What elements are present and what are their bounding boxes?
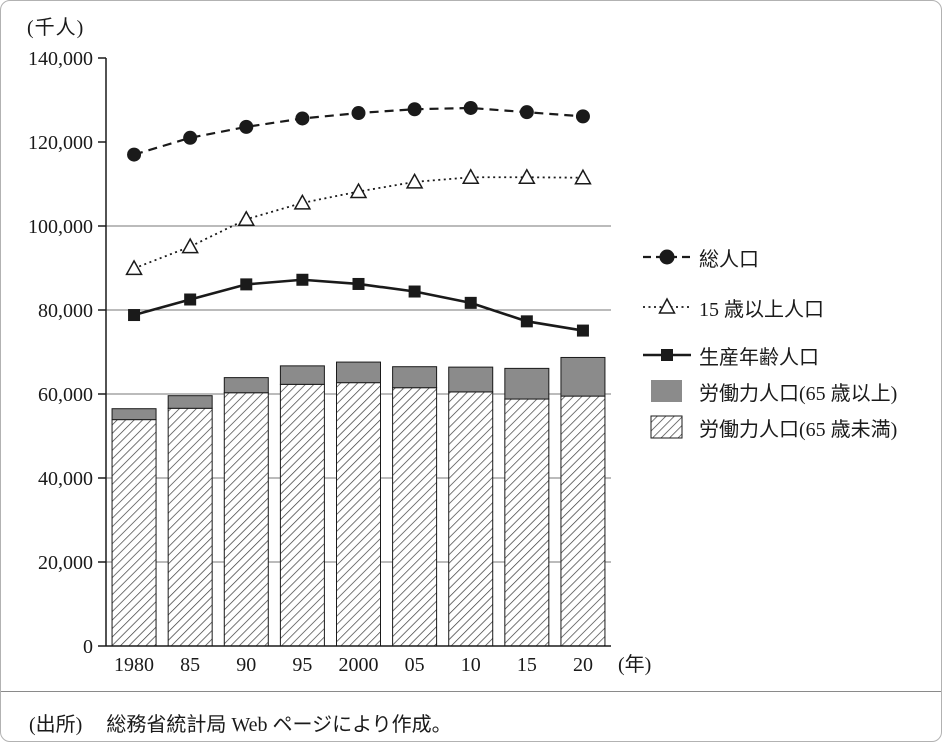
marker-filled-circle (519, 105, 534, 120)
source-text: 総務省統計局 Web ページにより作成。 (106, 714, 452, 736)
gray-bar-swatch-icon (651, 380, 682, 402)
chart-canvas: 0 20,000 40,000 60,000 80,000 100,000 120,000 1… (28, 48, 651, 676)
y-tick-label: 0 (83, 636, 93, 658)
bar-labor-under-65 (279, 383, 325, 647)
marker-filled-circle (127, 147, 142, 162)
bar-labor-under-65 (336, 382, 381, 647)
legend-label-pop-15-and-over: 15 歳以上人口 (699, 298, 824, 321)
bar-labor-65-plus (111, 408, 157, 421)
marker-filled-circle (575, 109, 590, 124)
marker-filled-circle (351, 106, 366, 121)
y-tick-label: 140,000 (28, 48, 93, 70)
marker-open-triangle (181, 237, 199, 254)
legend-item-working-age-population: 生産年齢人口 (642, 337, 897, 373)
marker-filled-circle (463, 100, 478, 115)
legend-item-labor-force-under-65: 労働力人口(65 歳未満) (642, 409, 897, 445)
marker-filled-square (576, 324, 589, 337)
legend-label-labor-force-under-65: 労働力人口(65 歳未満) (699, 418, 898, 441)
marker-filled-square (128, 309, 141, 322)
marker-open-triangle (125, 259, 143, 276)
y-tick-label: 40,000 (38, 468, 93, 490)
marker-open-triangle (461, 168, 480, 185)
marker-filled-circle (407, 102, 422, 117)
bar-labor-under-65 (167, 407, 213, 647)
legend: 総人口 15 歳以上人口 生産年齢人口 労働力人口(65 歳以上) (642, 239, 897, 445)
bar-labor-under-65 (223, 392, 269, 647)
marker-open-triangle (405, 172, 424, 189)
x-tick-label: 15 (517, 654, 537, 676)
source-note: (出所) 総務省統計局 Web ページにより作成。 (1, 691, 941, 737)
marker-open-triangle (518, 168, 536, 185)
dashed-line-filled-circle-icon (643, 249, 691, 265)
bar-labor-under-65 (111, 419, 157, 647)
marker-filled-circle (295, 111, 310, 126)
legend-item-total-population: 総人口 (642, 239, 897, 275)
bar-labor-under-65 (392, 387, 438, 647)
bar-labor-65-plus (167, 395, 213, 409)
y-axis-unit-label: (千人) (27, 17, 85, 39)
x-tick-label: 90 (236, 654, 256, 676)
bar-labor-under-65 (504, 398, 550, 647)
legend-label-total-population: 総人口 (699, 248, 759, 271)
marker-filled-circle (239, 119, 254, 134)
bar-labor-65-plus (279, 365, 325, 385)
marker-filled-square (184, 293, 197, 306)
bar-labor-65-plus (223, 377, 269, 394)
marker-filled-square (408, 285, 421, 298)
x-tick-label: 20 (573, 654, 593, 676)
x-tick-label: 85 (180, 654, 200, 676)
x-tick-label: 10 (461, 654, 481, 676)
legend-item-labor-force-65-plus: 労働力人口(65 歳以上) (642, 373, 897, 409)
source-prefix: (出所) (29, 714, 83, 736)
y-tick-label: 100,000 (28, 216, 93, 238)
legend-label-working-age-population: 生産年齢人口 (699, 346, 819, 369)
x-tick-label: 95 (292, 654, 312, 676)
y-tick-label: 80,000 (38, 300, 93, 322)
marker-filled-square (352, 277, 365, 290)
bar-labor-65-plus (448, 366, 494, 393)
x-tick-label: 2000 (339, 654, 379, 676)
bar-labor-65-plus (560, 356, 606, 397)
marker-filled-square (296, 273, 309, 286)
solid-line-filled-square-icon (643, 349, 691, 361)
bar-labor-under-65 (560, 395, 606, 647)
x-tick-label: 05 (405, 654, 425, 676)
marker-open-triangle (293, 193, 312, 210)
bar-labor-65-plus (392, 366, 438, 389)
marker-open-triangle (237, 210, 256, 227)
marker-filled-circle (183, 130, 198, 145)
x-tick-label: 1980 (114, 654, 154, 676)
marker-filled-square (520, 315, 533, 328)
y-tick-label: 20,000 (38, 552, 93, 574)
x-axis-unit-label: (年) (618, 653, 651, 676)
legend-label-labor-force-65-plus: 労働力人口(65 歳以上) (699, 382, 898, 405)
marker-filled-square (464, 296, 477, 309)
y-tick-label: 120,000 (28, 132, 93, 154)
legend-item-pop-15-and-over: 15 歳以上人口 (642, 289, 897, 325)
marker-filled-square (240, 278, 253, 291)
marker-open-triangle (349, 182, 368, 199)
y-tick-label: 60,000 (38, 384, 93, 406)
dotted-line-open-triangle-icon (643, 297, 691, 314)
hatched-bar-swatch-icon (650, 415, 683, 439)
bar-labor-65-plus (504, 367, 550, 400)
bar-labor-65-plus (336, 361, 381, 384)
marker-open-triangle (574, 168, 592, 185)
bar-labor-under-65 (448, 391, 494, 647)
